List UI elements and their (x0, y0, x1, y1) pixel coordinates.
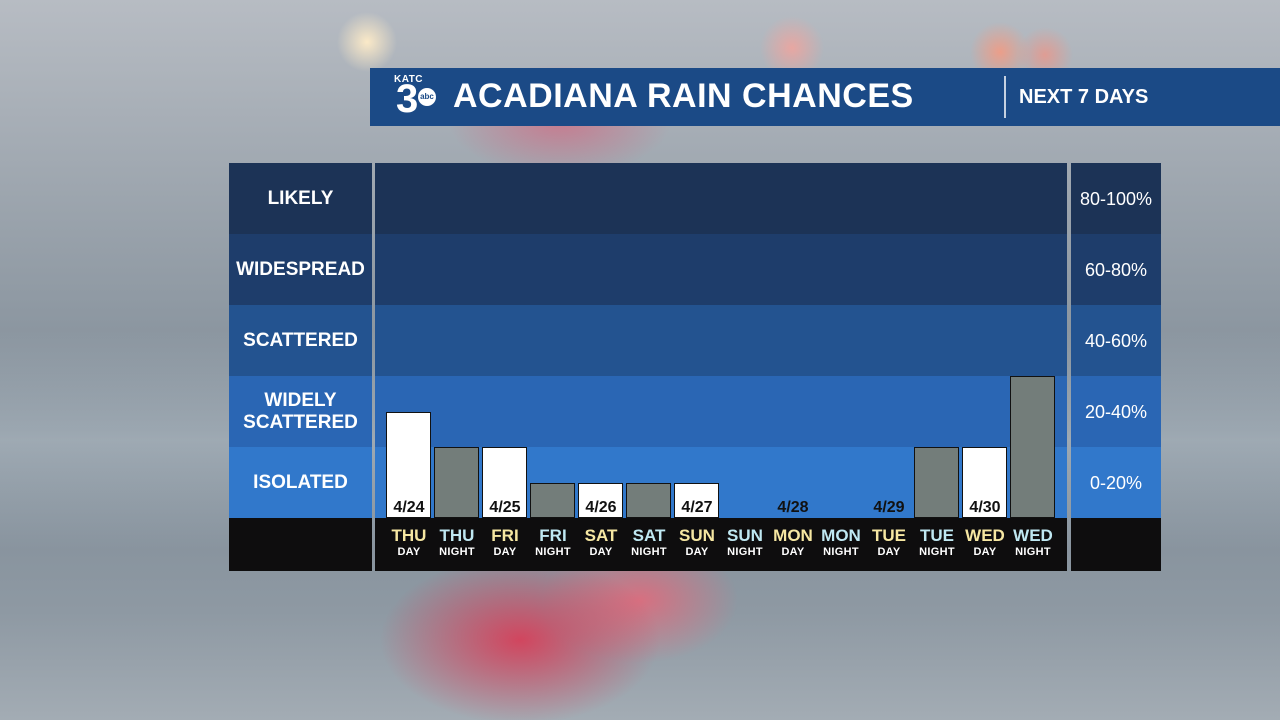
day-name-sun-day: SUN (679, 526, 715, 545)
day-name-sat-day: SAT (584, 526, 618, 545)
band-likely (375, 163, 1067, 234)
day-column-fri-day: FRI DAY (481, 526, 529, 559)
day-part-tue-night: NIGHT (919, 546, 955, 558)
bar-fri-day (482, 447, 527, 518)
day-part-sat-night: NIGHT (631, 546, 667, 558)
header-divider (1004, 76, 1006, 118)
day-column-mon-night: MON NIGHT (817, 526, 865, 559)
logo-katc-text: KATC (394, 74, 424, 85)
date-label-thu: 4/24 (393, 499, 425, 516)
band-label-scattered: SCATTERED (229, 305, 372, 376)
day-name-tue-day: TUE (872, 526, 906, 545)
header-bar: KATC 3 abc ACADIANA RAIN CHANCES NEXT 7 … (370, 68, 1280, 126)
range-0-20: 0-20% (1071, 447, 1161, 518)
bar-sat-day (578, 482, 623, 518)
bar-wed-night (1010, 376, 1055, 518)
range-40-60: 40-60% (1071, 305, 1161, 376)
day-column-sat-day: SAT DAY (577, 526, 625, 559)
range-60-80: 60-80% (1071, 234, 1161, 305)
day-name-tue-night: TUE (920, 526, 954, 545)
day-part-mon-day: DAY (781, 546, 805, 558)
right-footer (1071, 518, 1161, 571)
day-part-tue-day: DAY (877, 546, 901, 558)
day-part-fri-night: NIGHT (535, 546, 571, 558)
day-name-fri-day: FRI (491, 526, 519, 545)
station-logo: KATC 3 abc (392, 74, 438, 122)
day-column-sun-day: SUN DAY (673, 526, 721, 559)
bar-wed-day (962, 447, 1007, 518)
day-name-sun-night: SUN (727, 526, 763, 545)
day-part-thu-night: NIGHT (439, 546, 475, 558)
abc-network-icon: abc (418, 88, 436, 106)
day-part-thu-day: DAY (397, 546, 421, 558)
day-name-thu-day: THU (391, 526, 427, 545)
chart-plot-area: 4/24 4/25 4/26 4/27 4/28 4/29 4/30 THU DAY THU NI… (375, 163, 1067, 571)
day-part-wed-day: DAY (973, 546, 997, 558)
date-label-sun: 4/27 (681, 499, 713, 516)
date-label-wed: 4/30 (969, 499, 1001, 516)
day-part-fri-day: DAY (493, 546, 517, 558)
day-name-wed-day: WED (965, 526, 1005, 545)
day-part-sun-night: NIGHT (727, 546, 763, 558)
band-scattered (375, 305, 1067, 376)
date-label-fri: 4/25 (489, 499, 521, 516)
band-label-isolated: ISOLATED (229, 447, 372, 518)
chart-title: ACADIANA RAIN CHANCES (453, 77, 914, 115)
day-name-sat-night: SAT (632, 526, 666, 545)
day-column-sun-night: SUN NIGHT (721, 526, 769, 559)
range-20-40: 20-40% (1071, 376, 1161, 447)
day-column-sat-night: SAT NIGHT (625, 526, 673, 559)
day-column-mon-day: MON DAY (769, 526, 817, 559)
logo-number: 3 (396, 77, 419, 121)
day-part-wed-night: NIGHT (1015, 546, 1051, 558)
band-label-widely-scattered: WIDELY SCATTERED (229, 376, 372, 447)
bar-fri-night (530, 482, 575, 518)
band-widespread (375, 234, 1067, 305)
day-labels-footer (375, 518, 1067, 571)
day-column-wed-night: WED NIGHT (1009, 526, 1057, 559)
left-footer (229, 518, 372, 571)
day-column-thu-day: THU DAY (385, 526, 433, 559)
day-column-tue-night: TUE NIGHT (913, 526, 961, 559)
band-label-likely: LIKELY (229, 163, 372, 234)
bar-thu-night (434, 447, 479, 518)
chart-subtitle: NEXT 7 DAYS (1019, 86, 1149, 108)
day-name-fri-night: FRI (539, 526, 567, 545)
date-label-sat: 4/26 (585, 499, 617, 516)
category-label-panel: LIKELY WIDESPREAD SCATTERED WIDELY SCATT… (229, 163, 372, 571)
percent-range-panel: 80-100% 60-80% 40-60% 20-40% 0-20% (1071, 163, 1161, 571)
day-name-mon-day: MON (773, 526, 813, 545)
band-widely-scattered (375, 376, 1067, 447)
bar-sun-day (674, 482, 719, 518)
day-column-thu-night: THU NIGHT (433, 526, 481, 559)
bar-tue-night (914, 447, 959, 518)
day-column-tue-day: TUE DAY (865, 526, 913, 559)
day-name-thu-night: THU (439, 526, 475, 545)
day-part-sat-day: DAY (589, 546, 613, 558)
band-label-widespread: WIDESPREAD (229, 234, 372, 305)
day-name-mon-night: MON (821, 526, 861, 545)
day-part-sun-day: DAY (685, 546, 709, 558)
day-name-wed-night: WED (1013, 526, 1053, 545)
day-column-wed-day: WED DAY (961, 526, 1009, 559)
date-label-mon: 4/28 (777, 499, 809, 516)
day-column-fri-night: FRI NIGHT (529, 526, 577, 559)
bar-sat-night (626, 482, 671, 518)
day-part-mon-night: NIGHT (823, 546, 859, 558)
bar-thu-day (386, 411, 431, 518)
date-label-tue: 4/29 (873, 499, 905, 516)
range-80-100: 80-100% (1071, 163, 1161, 234)
